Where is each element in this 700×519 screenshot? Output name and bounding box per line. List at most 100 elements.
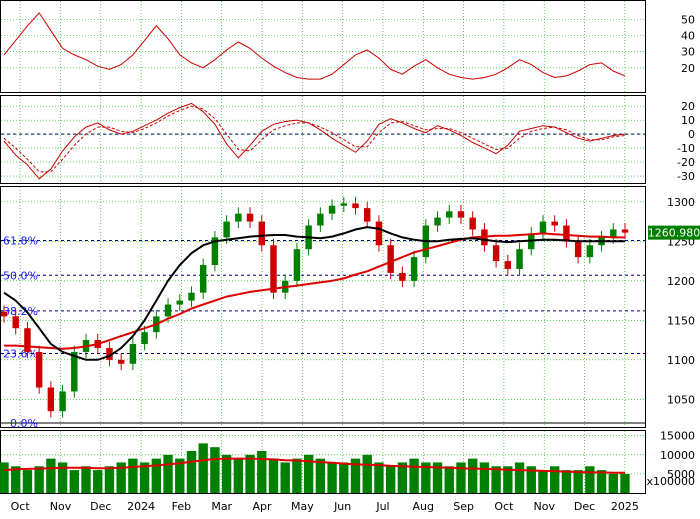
volume-bar-49 [573,470,583,493]
volume-bar-46 [538,470,548,493]
candle-body-1 [12,316,19,329]
candle-body-21 [246,213,254,222]
volume-bar-47 [550,466,560,493]
volume-bar-35 [409,458,419,493]
xtick-4: Feb [172,500,191,513]
xtick-5: Mar [211,500,232,513]
xtick-1: Nov [50,500,72,513]
volume-bar-18 [210,447,220,493]
ytick-vol-0: 5000 [667,468,695,481]
candle-body-53 [621,229,629,233]
volume-bar-33 [385,466,396,493]
volume-bar-6 [69,470,79,493]
volume-bar-1 [11,466,21,493]
volume-bar-21 [245,454,255,493]
candle-body-39 [457,211,465,218]
candle-body-25 [293,249,301,281]
volume-bar-37 [432,462,443,493]
panel-frame-top [0,0,646,93]
volume-bar-52 [608,473,618,493]
panel-frame-price [0,186,646,428]
candle-body-27 [317,213,324,226]
candle-body-14 [164,304,172,317]
candle-body-16 [188,292,195,301]
candle-body-35 [410,257,418,281]
volume-bar-8 [93,470,103,493]
candle-body-17 [199,265,207,293]
volume-bar-44 [514,462,525,493]
xtick-6: Apr [253,500,273,513]
ytick-vol-2: 15000 [660,430,695,443]
top-indicator-line-0 [3,12,626,80]
candle-body-44 [516,249,523,269]
volume-bar-25 [292,458,302,493]
candle-body-37 [434,217,441,226]
xtick-13: Nov [533,500,555,513]
candle-body-29 [340,203,348,206]
fib-label-1: 50.0% [3,269,38,282]
fib-label-4: 0.0% [10,417,38,430]
candle-body-23 [270,245,277,293]
candle-body-48 [563,225,570,242]
candle-body-28 [328,205,336,214]
ytick-price-5: 1300 [667,196,695,209]
volume-bar-43 [503,466,513,493]
volume-bar-31 [362,454,372,493]
candle-body-11 [129,344,137,364]
candle-body-42 [492,245,500,262]
candle-body-30 [352,203,359,209]
candle-body-2 [24,328,31,352]
xtick-12: Oct [494,500,514,513]
volume-bar-15 [175,458,185,493]
candle-body-10 [117,359,125,364]
candle-body-15 [176,300,183,305]
ytick-top-2: 40 [681,30,695,43]
candle-body-6 [71,351,78,392]
volume-bar-0 [0,462,9,493]
ytick-price-0: 1050 [667,393,695,406]
volume-bar-30 [350,458,361,493]
xtick-2: Dec [90,500,111,513]
volume-bar-22 [257,451,267,493]
macd-line-1 [3,105,626,173]
xtick-15: 2025 [611,500,639,513]
candle-body-52 [610,229,617,238]
volume-bar-13 [151,458,162,493]
volume-bar-38 [444,466,454,493]
candle-body-19 [223,221,230,238]
candle-body-12 [141,332,148,345]
ytick-macd-0: -30 [677,170,695,183]
ytick-price-1: 1100 [667,354,695,367]
ytick-price-2: 1150 [667,314,695,327]
candle-body-9 [106,347,113,360]
volume-bar-5 [57,462,68,493]
ytick-top-3: 50 [681,13,695,26]
volume-bar-28 [327,462,337,493]
candle-body-40 [469,217,476,230]
volume-bar-41 [479,462,490,493]
last-price-tag [648,225,700,240]
xtick-14: Dec [574,500,595,513]
volume-bar-14 [163,454,173,493]
volume-unit-label: x100000 [646,475,695,488]
volume-bar-24 [280,462,290,493]
ytick-top-1: 30 [681,46,695,59]
volume-bar-4 [46,458,56,493]
candle-body-43 [504,261,512,269]
volume-bar-32 [374,462,384,493]
macd-line-0 [3,102,626,180]
xtick-8: Jun [333,500,351,513]
volume-bar-51 [596,470,607,493]
volume-bar-9 [104,466,115,493]
ytick-macd-4: 10 [681,114,695,127]
fib-label-0: 61.8% [3,235,38,248]
volume-bar-12 [139,462,150,493]
candle-body-5 [59,391,66,412]
candle-body-33 [387,245,394,273]
volume-bar-19 [221,454,232,493]
xtick-9: Jul [375,500,389,513]
volume-bar-3 [34,466,44,493]
volume-bar-10 [116,462,126,493]
ytick-vol-1: 10000 [660,449,695,462]
volume-average-line [3,457,625,474]
